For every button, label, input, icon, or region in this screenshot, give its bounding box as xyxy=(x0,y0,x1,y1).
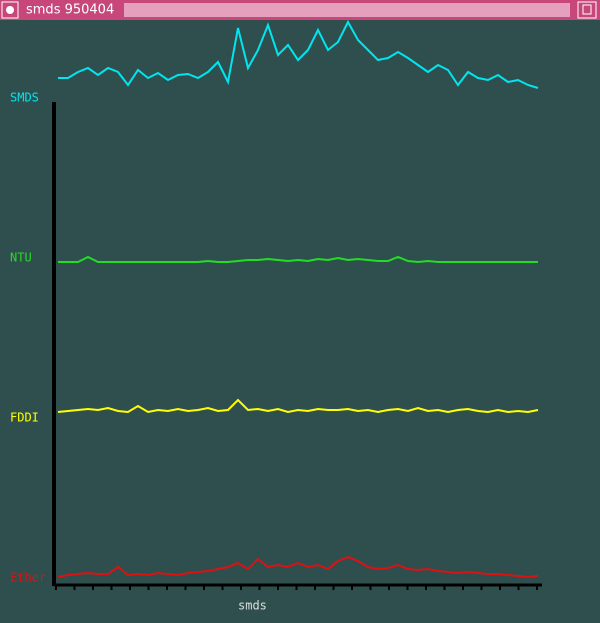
series-line xyxy=(57,555,539,579)
series-label: Ether xyxy=(10,571,46,585)
x-axis-label: smds xyxy=(238,599,267,613)
window-title: smds 950404 xyxy=(26,3,114,18)
maximize-button[interactable] xyxy=(577,1,597,19)
series-line xyxy=(57,398,539,414)
series-line xyxy=(58,19,539,89)
series-label: FDDI xyxy=(10,411,39,425)
maximize-icon xyxy=(582,4,592,15)
series-label: NTU xyxy=(10,251,32,265)
menu-icon xyxy=(6,6,14,14)
series-line xyxy=(58,255,538,264)
title-stripes xyxy=(124,3,570,17)
series-label: SMDS xyxy=(10,91,39,105)
